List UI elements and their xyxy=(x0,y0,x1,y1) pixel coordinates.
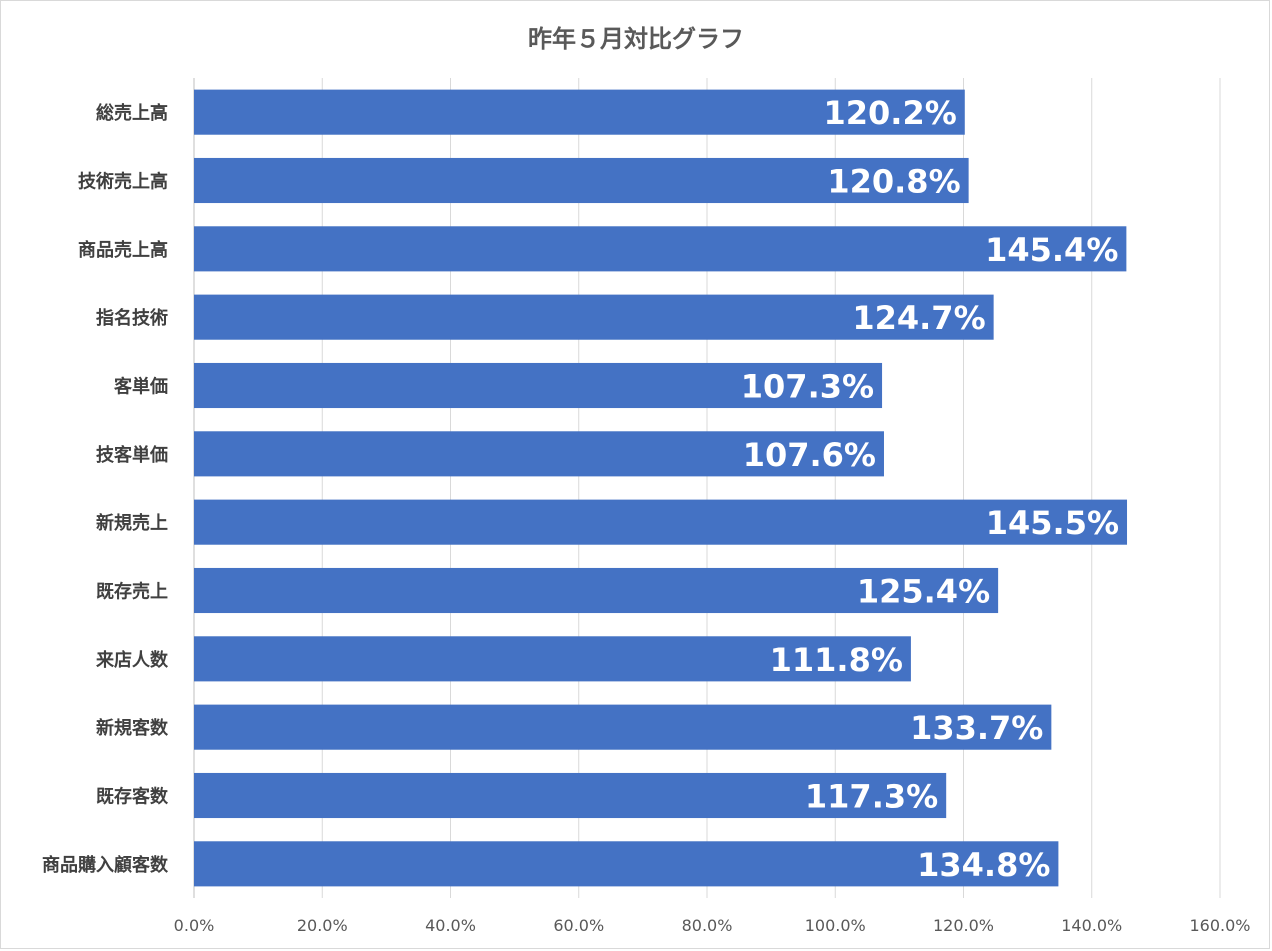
bar xyxy=(194,704,1052,750)
category-label: 総売上高 xyxy=(96,102,168,124)
bar xyxy=(194,841,1059,887)
category-label: 既存客数 xyxy=(96,786,169,808)
data-label: 107.6% xyxy=(743,436,876,474)
data-label: 117.3% xyxy=(805,778,938,816)
data-label: 107.3% xyxy=(741,368,874,406)
x-tick-label: 120.0% xyxy=(933,916,994,935)
category-label: 商品売上高 xyxy=(78,239,168,261)
x-tick-label: 40.0% xyxy=(425,916,476,935)
chart-title: 昨年５月対比グラフ xyxy=(528,25,744,53)
x-tick-labels: 0.0% 20.0% 40.0% 60.0% 80.0% 100.0% 120.0% 140.… xyxy=(174,916,1251,935)
data-label: 120.2% xyxy=(824,94,957,132)
data-label: 145.4% xyxy=(985,231,1118,269)
data-label: 134.8% xyxy=(917,846,1050,884)
category-label: 客単価 xyxy=(114,376,168,398)
x-tick-label: 20.0% xyxy=(297,916,348,935)
x-tick-label: 60.0% xyxy=(553,916,604,935)
gridlines xyxy=(193,78,1221,898)
data-label: 120.8% xyxy=(827,163,960,201)
data-label: 145.5% xyxy=(986,504,1119,542)
category-label: 商品購入顧客数 xyxy=(42,854,169,876)
bar xyxy=(194,499,1128,545)
x-tick-label: 0.0% xyxy=(174,916,215,935)
x-tick-label: 100.0% xyxy=(805,916,866,935)
x-tick-label: 140.0% xyxy=(1061,916,1122,935)
category-label: 新規売上 xyxy=(96,512,168,534)
x-tick-label: 160.0% xyxy=(1189,916,1250,935)
data-labels: 120.2% 120.8% 145.4%124.7% 107.3% 107.6% 145.… xyxy=(741,94,1119,884)
data-label: 111.8% xyxy=(770,641,903,679)
data-label: 133.7% xyxy=(910,709,1043,747)
bar xyxy=(194,362,883,409)
bar xyxy=(194,157,969,204)
bar xyxy=(194,294,994,340)
category-label: 技客単価 xyxy=(96,444,168,466)
category-labels: 総売上高技術売上高商品売上高指名技術客単価技客単価新規売上既存売上来店人数新規客… xyxy=(42,102,169,876)
bar xyxy=(194,89,965,135)
bar xyxy=(194,431,884,477)
bar xyxy=(194,772,947,819)
category-label: 来店人数 xyxy=(95,649,169,671)
x-tick-label: 80.0% xyxy=(682,916,733,935)
category-label: 既存売上 xyxy=(96,581,168,603)
category-label: 技術売上高 xyxy=(78,171,168,193)
bar xyxy=(194,636,911,682)
bar xyxy=(194,226,1127,272)
data-label: 125.4% xyxy=(857,573,990,611)
bar xyxy=(194,567,999,614)
data-label: 124.7% xyxy=(852,299,985,337)
bars xyxy=(194,89,1128,887)
category-label: 指名技術 xyxy=(96,307,168,329)
category-label: 新規客数 xyxy=(96,717,169,739)
